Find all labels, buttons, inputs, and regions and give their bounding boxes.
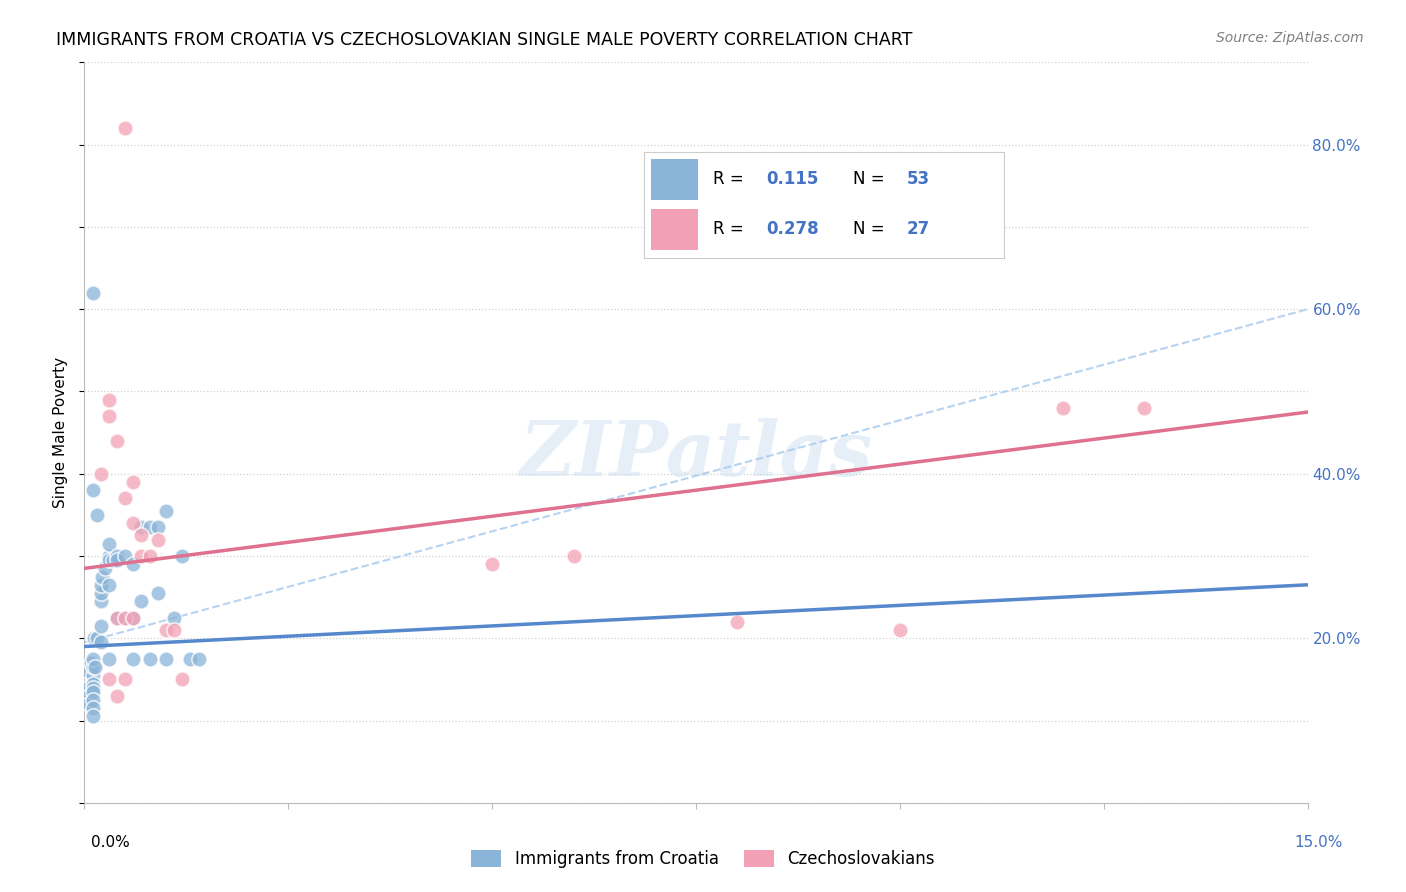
Text: 0.0%: 0.0% <box>91 836 131 850</box>
Point <box>82 685 104 699</box>
Point <box>122 516 145 530</box>
Point <box>97 409 120 424</box>
Point <box>90 594 112 608</box>
Legend: Immigrants from Croatia, Czechoslovakians: Immigrants from Croatia, Czechoslovakian… <box>465 843 941 875</box>
Point <box>97 549 120 563</box>
Point <box>1052 401 1074 415</box>
Point <box>82 285 104 300</box>
Point <box>83 632 105 646</box>
Point <box>114 549 136 563</box>
Point <box>82 652 104 666</box>
Text: N =: N = <box>853 220 890 238</box>
Bar <box>651 209 699 250</box>
Point <box>187 652 209 666</box>
Point <box>138 549 160 563</box>
Text: ZIPatlas: ZIPatlas <box>519 417 873 491</box>
Point <box>114 610 136 624</box>
Point <box>155 623 177 637</box>
Point <box>105 610 128 624</box>
Point <box>131 549 153 563</box>
Y-axis label: Single Male Poverty: Single Male Poverty <box>53 357 69 508</box>
Point <box>122 610 145 624</box>
Point <box>114 610 136 624</box>
Point <box>172 549 194 563</box>
Point <box>114 121 136 136</box>
Point <box>481 558 503 572</box>
Text: 53: 53 <box>907 170 929 188</box>
Point <box>131 594 153 608</box>
Point <box>82 676 104 690</box>
Point <box>84 660 107 674</box>
Point <box>90 467 112 481</box>
Point <box>82 693 104 707</box>
Bar <box>651 159 699 200</box>
Point <box>889 623 911 637</box>
Point <box>114 673 136 687</box>
Point <box>105 553 128 567</box>
Point <box>90 619 112 633</box>
Point <box>105 549 128 563</box>
Point <box>562 549 585 563</box>
Point <box>97 392 120 407</box>
Point <box>82 668 104 682</box>
Point <box>131 528 153 542</box>
Text: N =: N = <box>853 170 890 188</box>
Point <box>122 475 145 489</box>
Point <box>122 610 145 624</box>
Point <box>97 578 120 592</box>
Point <box>93 561 115 575</box>
Point <box>97 652 120 666</box>
Point <box>725 615 748 629</box>
Point <box>172 673 194 687</box>
Text: IMMIGRANTS FROM CROATIA VS CZECHOSLOVAKIAN SINGLE MALE POVERTY CORRELATION CHART: IMMIGRANTS FROM CROATIA VS CZECHOSLOVAKI… <box>56 31 912 49</box>
Point <box>101 553 124 567</box>
Point <box>82 701 104 715</box>
Point <box>114 491 136 506</box>
Text: 0.115: 0.115 <box>766 170 818 188</box>
Point <box>86 632 108 646</box>
Text: 0.278: 0.278 <box>766 220 820 238</box>
Text: R =: R = <box>713 170 748 188</box>
Point <box>82 483 104 498</box>
Point <box>122 652 145 666</box>
Point <box>179 652 201 666</box>
Point <box>82 660 104 674</box>
Point <box>105 610 128 624</box>
Point <box>77 697 100 711</box>
Text: R =: R = <box>713 220 748 238</box>
Point <box>97 536 120 550</box>
Point <box>155 504 177 518</box>
Point <box>80 656 103 670</box>
Point <box>90 586 112 600</box>
Point <box>163 610 186 624</box>
Point <box>90 635 112 649</box>
Point <box>86 508 108 522</box>
Point <box>82 709 104 723</box>
Point <box>131 520 153 534</box>
Point <box>97 553 120 567</box>
Point <box>82 681 104 695</box>
Point <box>138 652 160 666</box>
Point <box>146 586 169 600</box>
Point <box>91 569 114 583</box>
Text: 27: 27 <box>907 220 929 238</box>
Text: Source: ZipAtlas.com: Source: ZipAtlas.com <box>1216 31 1364 45</box>
Point <box>155 652 177 666</box>
Point <box>77 689 100 703</box>
Text: 15.0%: 15.0% <box>1295 836 1343 850</box>
Point <box>105 434 128 448</box>
Point <box>146 520 169 534</box>
Point <box>90 578 112 592</box>
Point <box>76 664 98 678</box>
Point <box>76 681 98 695</box>
Point <box>105 689 128 703</box>
Point <box>1133 401 1156 415</box>
Point <box>163 623 186 637</box>
Point <box>122 558 145 572</box>
Point <box>138 520 160 534</box>
Point <box>97 673 120 687</box>
Point <box>146 533 169 547</box>
